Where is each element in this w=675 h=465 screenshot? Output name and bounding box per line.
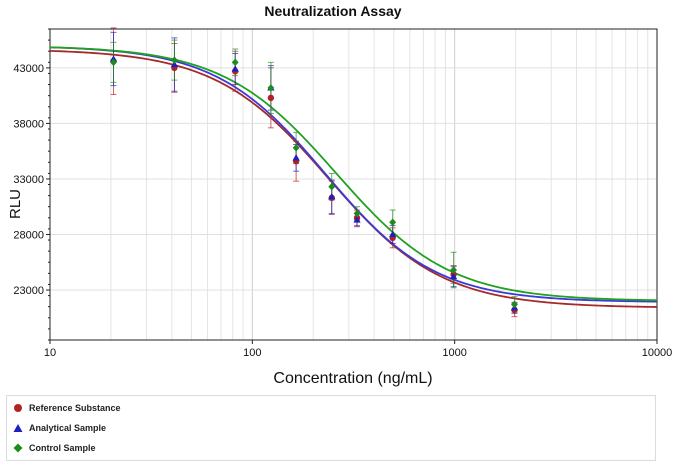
data-point xyxy=(450,266,457,274)
chart-title: Neutralization Assay xyxy=(264,3,401,19)
data-point xyxy=(171,56,178,64)
chart: Neutralization Assay 10 100 1000 10000 23000… xyxy=(7,3,673,387)
red-circle-icon xyxy=(14,404,22,412)
data-point xyxy=(110,58,117,67)
data-point xyxy=(353,216,361,223)
green-diamond-icon xyxy=(13,443,23,453)
fit-curve xyxy=(49,46,658,302)
data-points xyxy=(109,55,519,314)
data-point xyxy=(328,192,336,200)
x-tick-label: 100 xyxy=(243,347,261,359)
legend-item-reference: Reference Substance xyxy=(13,401,121,415)
fit-curves xyxy=(49,46,658,308)
fit-curve xyxy=(49,46,658,303)
data-point xyxy=(292,144,300,152)
y-tick-label: 43000 xyxy=(13,63,44,75)
legend-label: Analytical Sample xyxy=(29,423,107,433)
data-point xyxy=(292,154,300,161)
y-tick-label: 23000 xyxy=(13,285,44,297)
y-tick-label: 38000 xyxy=(13,118,44,130)
y-axis-label: RLU xyxy=(7,189,24,219)
x-tick-label: 1000 xyxy=(442,347,466,359)
legend-label: Control Sample xyxy=(29,443,96,453)
y-tick-label: 33000 xyxy=(13,174,44,186)
blue-triangle-icon xyxy=(13,424,23,432)
x-axis-label: Concentration (ng/mL) xyxy=(273,370,432,387)
y-tick-label: 28000 xyxy=(13,229,44,241)
plot-area xyxy=(49,28,658,341)
axes: 10 100 1000 10000 23000 28000 33000 38000 43000 xyxy=(13,28,673,359)
data-point xyxy=(328,182,336,191)
data-point xyxy=(449,272,458,280)
data-point xyxy=(267,84,275,92)
legend-item-analytical: Analytical Sample xyxy=(13,421,106,435)
x-tick-label: 10000 xyxy=(642,347,673,359)
data-point xyxy=(231,58,239,67)
grid xyxy=(49,29,658,340)
x-tick-label: 10 xyxy=(44,347,56,359)
legend-label: Reference Substance xyxy=(29,403,121,413)
legend-item-control: Control Sample xyxy=(13,441,96,455)
data-point xyxy=(389,218,397,227)
data-point xyxy=(353,209,361,218)
data-point xyxy=(231,65,239,72)
data-point xyxy=(511,300,518,309)
data-point xyxy=(389,230,397,238)
data-point xyxy=(267,94,275,102)
data-point xyxy=(109,55,118,62)
data-point xyxy=(170,60,179,68)
legend: Reference Substance Analytical Sample Co… xyxy=(6,395,656,461)
